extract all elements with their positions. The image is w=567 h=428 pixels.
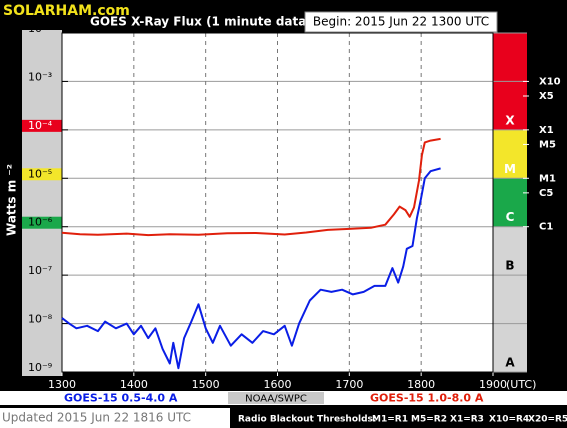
y-tick-label: 10⁻⁵ bbox=[28, 167, 52, 180]
class-label: A bbox=[505, 356, 515, 370]
threshold-label: X10=R4 bbox=[489, 415, 529, 425]
begin-box bbox=[304, 11, 498, 33]
y-tick-highlight bbox=[22, 119, 62, 132]
threshold-label: M5=R2 bbox=[411, 415, 447, 425]
x-tick-label: 1800 bbox=[407, 378, 435, 391]
level-label: M1 bbox=[539, 173, 556, 184]
y-axis-title: Watts m ⁻² bbox=[5, 164, 19, 236]
credit-label: NOAA/SWPC bbox=[245, 394, 307, 405]
level-label: C1 bbox=[539, 222, 553, 233]
class-label: B bbox=[505, 259, 514, 273]
y-tick-label: 10⁻⁶ bbox=[28, 216, 53, 229]
x-tick-label: 1500 bbox=[192, 378, 220, 391]
class-band bbox=[493, 178, 527, 227]
threshold-label: X1=R3 bbox=[450, 415, 484, 425]
y-tick-label: 10⁻⁹ bbox=[28, 361, 52, 374]
credit-box bbox=[228, 392, 324, 404]
thresholds-title: Radio Blackout Thresholds: bbox=[238, 415, 377, 425]
x-axis-title: (UTC) bbox=[506, 378, 536, 391]
x-tick-label: 1600 bbox=[264, 378, 292, 391]
level-label: X1 bbox=[539, 125, 554, 136]
x-tick-label: 1900 bbox=[479, 378, 507, 391]
y-tick-highlight bbox=[22, 216, 62, 229]
threshold-label: X20=R5 bbox=[528, 415, 567, 425]
plot-frame bbox=[61, 32, 494, 373]
y-tick-label: 10⁻² bbox=[28, 22, 52, 35]
y-tick-label: 10⁻⁷ bbox=[28, 264, 52, 277]
updated-label: Updated 2015 Jun 22 1816 UTC bbox=[2, 411, 191, 425]
legend-label: GOES-15 0.5-4.0 A bbox=[64, 392, 178, 405]
x-tick-label: 1300 bbox=[48, 378, 76, 391]
level-label: X10 bbox=[539, 76, 561, 87]
level-panel bbox=[527, 33, 567, 372]
begin-label: Begin: 2015 Jun 22 1300 UTC bbox=[313, 15, 489, 29]
x-tick-label: 1400 bbox=[120, 378, 148, 391]
updated-box bbox=[0, 408, 230, 428]
class-label: M bbox=[504, 162, 516, 176]
site-name: SOLARHAM.com bbox=[3, 3, 130, 19]
class-label: C bbox=[506, 210, 515, 224]
level-label: C5 bbox=[539, 188, 553, 199]
chart-title: GOES X-Ray Flux (1 minute data) bbox=[90, 15, 312, 29]
y-tick-highlight bbox=[22, 168, 62, 181]
level-label: X5 bbox=[539, 91, 554, 102]
level-label: M5 bbox=[539, 139, 556, 150]
series-line bbox=[61, 137, 441, 237]
legend-label: GOES-15 1.0-8.0 A bbox=[370, 392, 484, 405]
y-tick-label: 10⁻⁸ bbox=[28, 313, 53, 326]
y-tick-label: 10⁻⁴ bbox=[28, 119, 53, 132]
series-line bbox=[61, 167, 441, 370]
x-tick-label: 1700 bbox=[335, 378, 363, 391]
class-band bbox=[493, 226, 527, 276]
threshold-label: M1=R1 bbox=[372, 415, 408, 425]
y-tick-label: 10⁻³ bbox=[28, 70, 52, 83]
y-axis-panel bbox=[22, 30, 62, 376]
class-band bbox=[493, 129, 527, 179]
class-label: X bbox=[505, 113, 515, 127]
